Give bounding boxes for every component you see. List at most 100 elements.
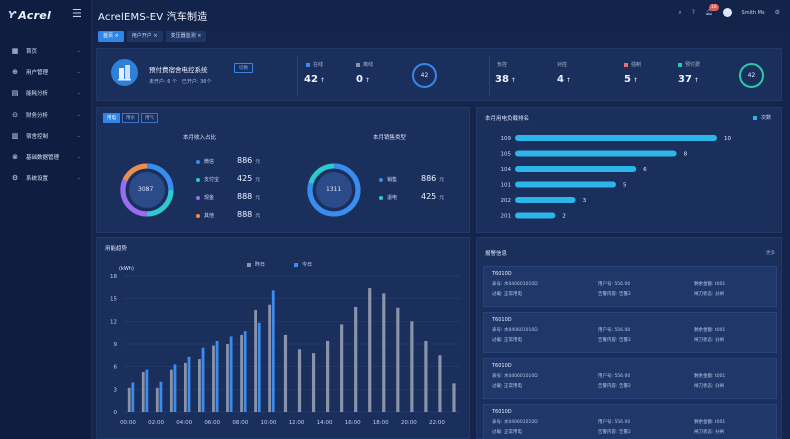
sidebar-item[interactable]: ⊗ 基础数据管理 ⌄ [0,146,91,167]
x-tick-label: 12:00 [289,420,305,426]
menu-toggle-icon[interactable]: ☰ [72,7,82,20]
rank-legend: 次数 [752,114,771,121]
tab[interactable]: 用户开户 × [126,31,163,42]
not-opened-count: 未开户: 6 个 [149,79,178,85]
bar-yesterday [155,387,159,412]
rank-category: 202 [501,198,512,204]
bar-yesterday [326,340,330,412]
legend-value: 888 元 [237,210,261,219]
donut-segment [120,178,148,217]
y-tick-label: 9 [114,342,118,348]
sidebar-item[interactable]: ▥ 宿舍控制 ⌄ [0,125,91,146]
trend-title: 用能趋势 [105,246,128,252]
alarm-alarm: 告警内容: 告警2 [598,430,631,435]
stat-prepaid-label: 预付费 [678,61,700,68]
stat-online-label: 在线 [306,61,323,68]
sidebar-item[interactable]: ⊕ 用户管理 ⌄ [0,61,91,82]
segment-button[interactable]: 用水 [122,113,139,123]
search-icon[interactable]: ⌕ [678,8,682,16]
notification-bell-icon[interactable]: 🔔︎ 10 [704,4,719,16]
sidebar-item-label: 财务分析 [26,112,49,119]
building-icon [111,59,138,86]
sales-total: 1311 [326,186,342,193]
bar-yesterday [410,321,414,412]
segment-button[interactable]: 用气 [141,113,158,123]
alarm-status: 过载: 正常用电 [492,292,522,297]
rank-category: 105 [501,152,512,158]
alarm-switch: 闸刀状态: 分闸 [694,384,724,389]
legend-item: 微信 [196,158,214,165]
bar-yesterday [198,359,201,412]
legend-swatch [247,262,251,267]
settings-icon[interactable]: ⚙ [774,9,780,16]
sidebar-item[interactable]: ▤ 能耗分析 ⌄ [0,83,91,104]
alarm-meter: 表号: 水040601010D [492,282,538,287]
tab[interactable]: 首页 × [98,31,124,42]
legend-item: 退电 [379,194,397,201]
bar-today [159,381,163,412]
stat-control-value: 4 ↑ [557,74,571,85]
sidebar-item[interactable]: ▦ 首页 ⌄ [0,40,91,61]
legend-label: 其他 [204,213,215,219]
rank-category: 201 [501,214,512,220]
alarm-user: 用户号: 556.00 [598,328,631,333]
help-icon[interactable]: ? [691,9,695,16]
segment-button[interactable]: 用电 [103,113,120,123]
bar-today [271,290,275,412]
alarm-more-link[interactable]: 更多 [766,251,775,256]
donut-segment [307,163,361,217]
y-tick-label: 0 [114,410,118,416]
alarm-user: 用户号: 556.00 [598,420,631,425]
alarm-status: 过载: 正常用电 [492,338,522,343]
alarm-card[interactable]: T6010D 表号: 水040601010D 用户号: 556.00 剩余金额: t0… [483,312,777,353]
avatar[interactable] [722,8,732,17]
legend-item: 支付宝 [196,176,219,183]
alarm-card[interactable]: T6010D 表号: 水040601010D 用户号: 556.00 剩余金额: t0… [483,358,777,399]
rank-category: 109 [501,136,512,142]
alarm-id: T6010D [492,271,512,277]
donut-center [129,172,165,208]
sidebar-item[interactable]: ⊙ 财务分析 ⌄ [0,104,91,125]
alarm-id: T6010D [492,409,512,415]
bar-yesterday [340,324,344,412]
alarm-switch: 闸刀状态: 分闸 [694,430,724,435]
bar-yesterday [396,307,400,412]
legend-item: 销售 [379,176,397,183]
rank-title: 本月用电负载排名 [485,116,530,122]
legend-value: 886 元 [237,156,261,165]
bar-yesterday [183,362,187,412]
alarm-card[interactable]: T6010D 表号: 水040601010D 用户号: 556.00 剩余金额: t0… [483,266,777,307]
brand-logo[interactable]: Ƴ Acrel [0,0,91,30]
bar-yesterday [283,334,288,412]
close-icon[interactable]: × [151,33,158,39]
income-donuts [120,163,361,217]
building-icon: ▥ [11,131,19,140]
trend-chart: 0 3 6 9 12 15 18 00:00 02:00 04:00 06:00 08:00 10:00… [110,274,461,426]
bar-yesterday [240,334,243,412]
bar-today [243,331,247,412]
logo-icon: Ƴ [8,9,17,21]
income-donut [120,163,174,217]
switch-system-button[interactable]: 切换 [234,63,253,73]
close-icon[interactable]: × [113,33,119,39]
stat-forced-label: 强制 [624,61,641,68]
legend-value: 425 元 [237,174,261,183]
close-icon[interactable]: × [195,33,202,39]
donut-segment [146,163,174,191]
alarm-status: 过载: 正常用电 [492,384,522,389]
y-tick-label: 18 [110,274,117,280]
alarm-meter: 表号: 水040601010D [492,374,538,379]
stat-load-value: 38 ↑ [495,74,516,85]
sidebar-item[interactable]: ⚙ 系统设置 ⌄ [0,168,91,189]
legend-label: 现金 [204,195,215,201]
x-tick-label: 16:00 [345,420,361,426]
tab-label: 变压器监测 [170,33,196,39]
alarm-balance: 剩余金额: t001 [694,328,726,333]
alarm-user: 用户号: 556.00 [598,282,631,287]
alarm-card[interactable]: T6010D 表号: 水040601010D 用户号: 556.00 剩余金额: t0… [483,404,777,439]
rank-value: 2 [562,214,566,220]
rank-bar [515,197,576,203]
tab[interactable]: 变压器监测 × [165,31,207,42]
user-name[interactable]: Smith Ms [741,9,765,16]
notification-badge: 10 [708,4,719,11]
